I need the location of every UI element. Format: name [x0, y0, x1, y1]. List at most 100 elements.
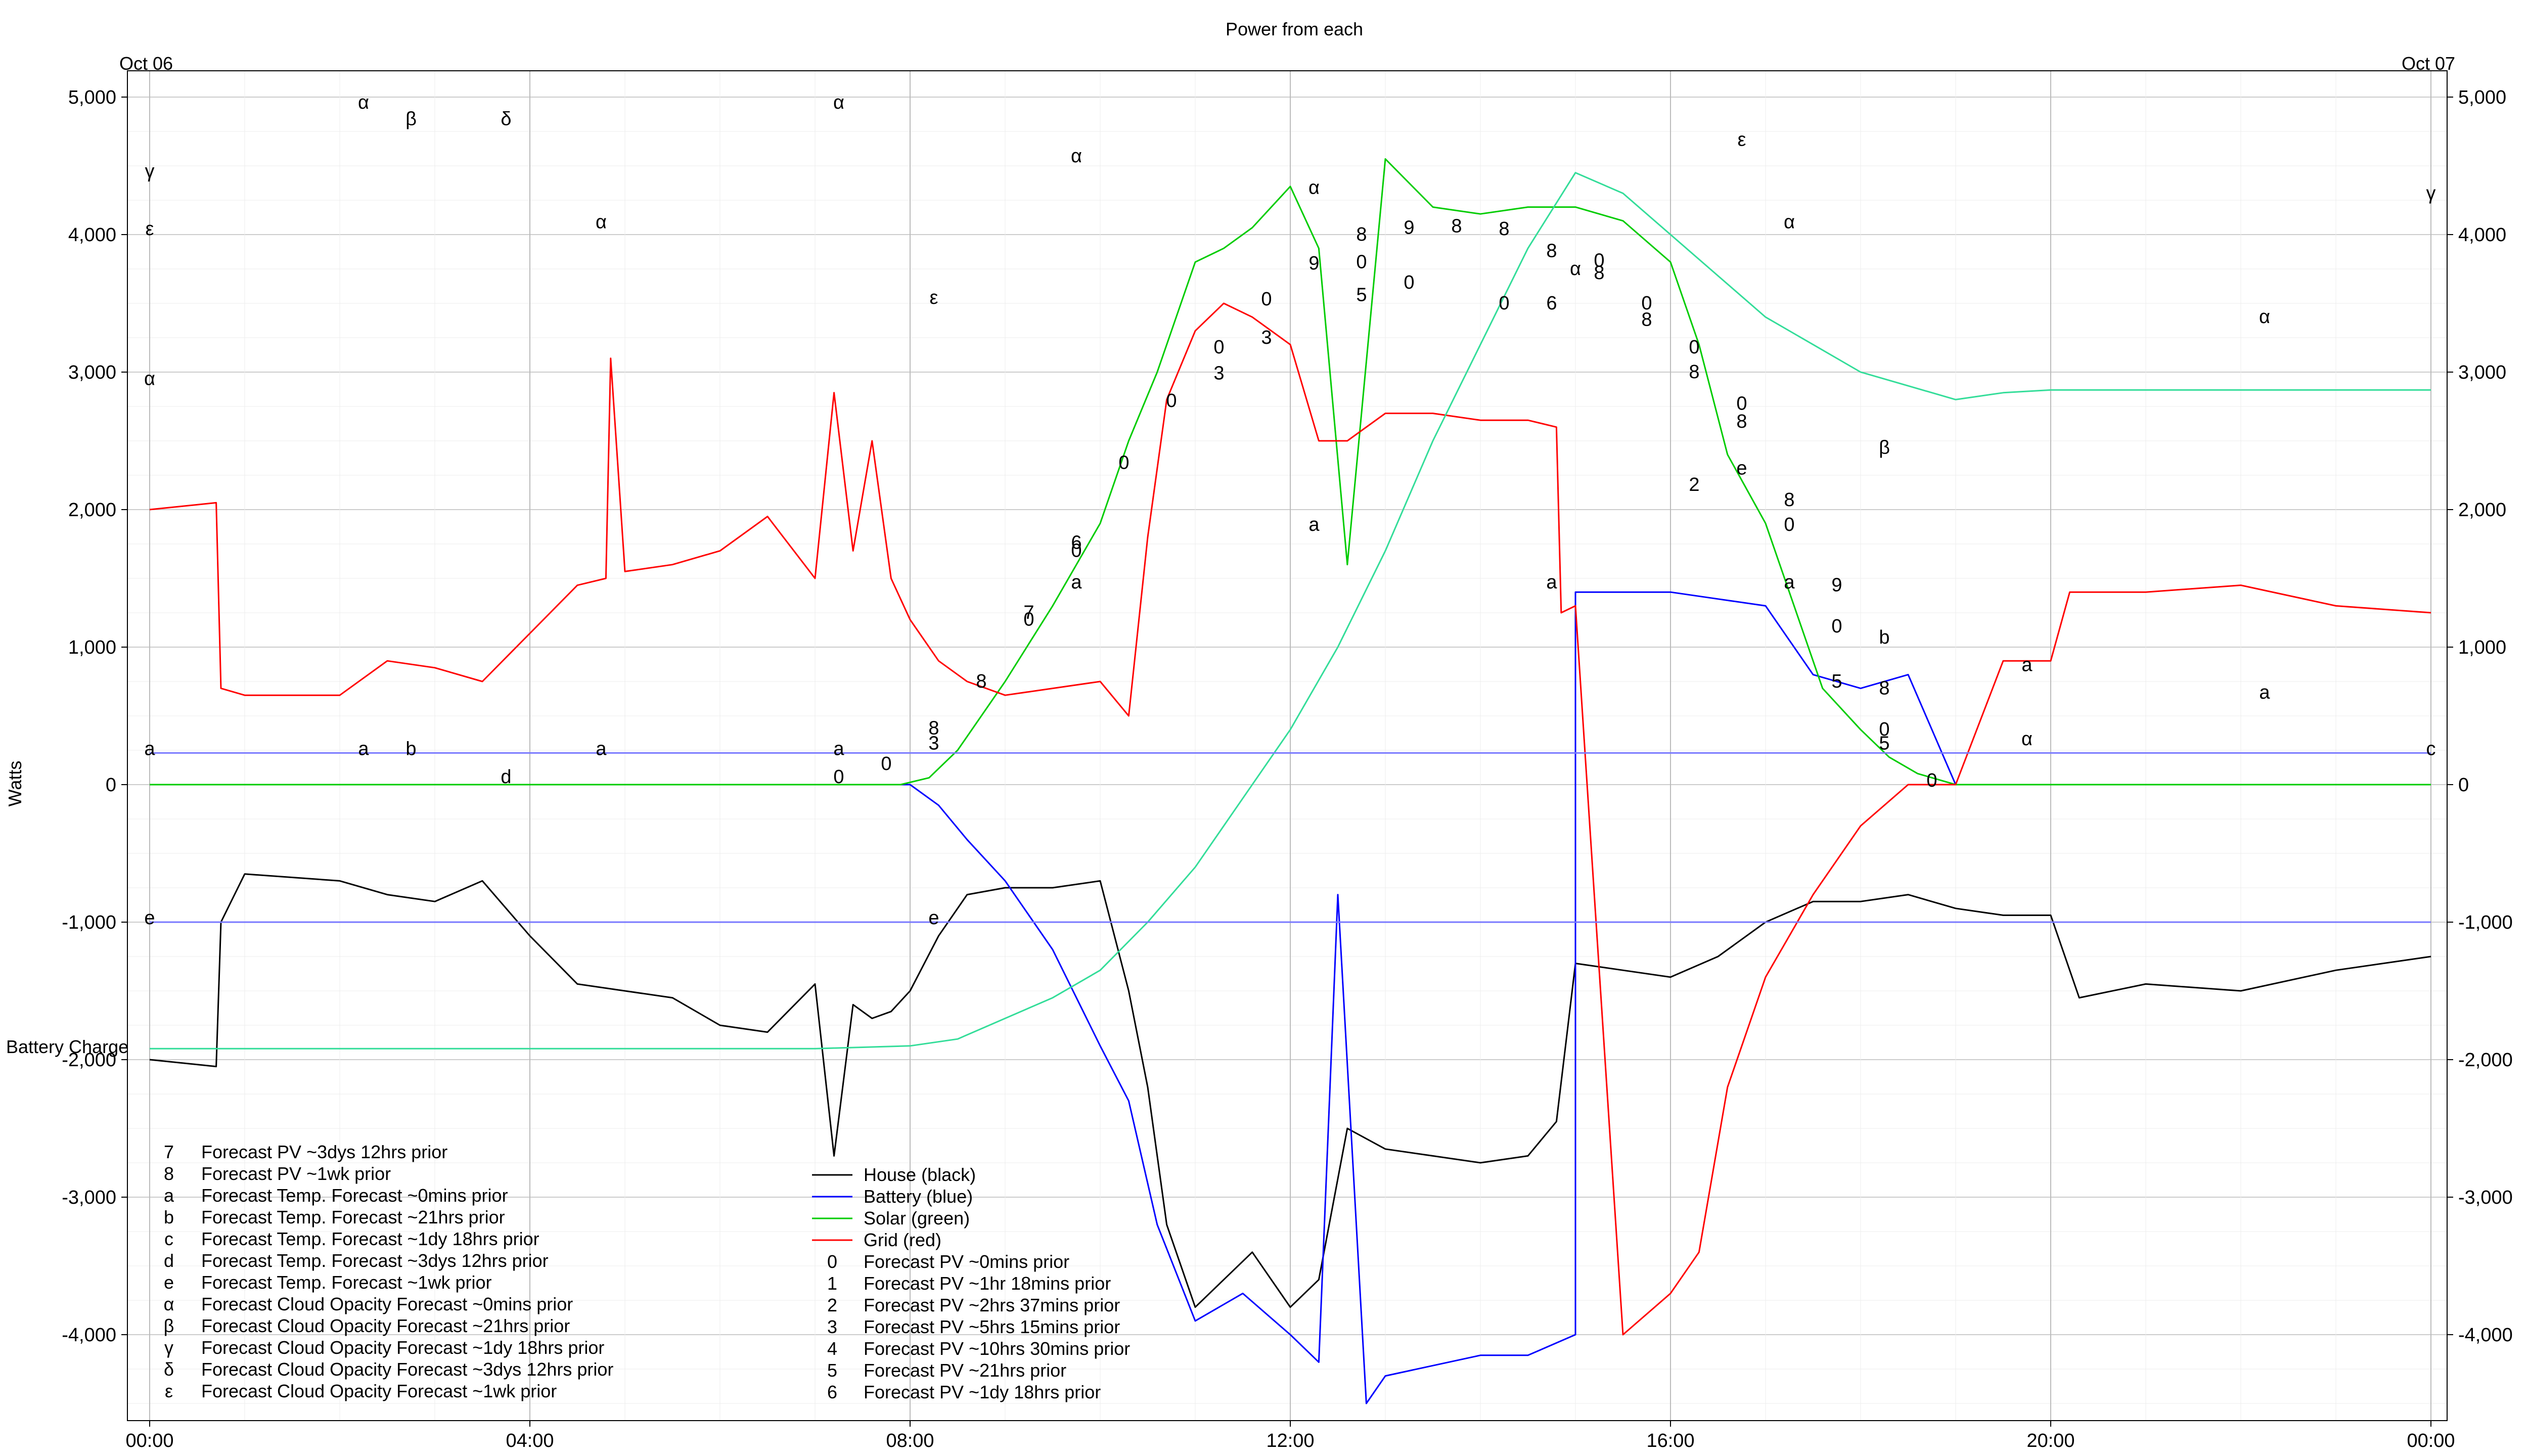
forecast-marker: 9 — [1308, 253, 1319, 274]
series-line-house — [149, 873, 2431, 1308]
forecast-marker: 8 — [1356, 224, 1367, 245]
forecast-marker: 0 — [1023, 609, 1034, 630]
legend-left-label: Forecast Cloud Opacity Forecast ~3dys 12… — [201, 1359, 613, 1380]
forecast-marker: 0 — [1641, 293, 1652, 314]
forecast-marker: 8 — [1594, 262, 1604, 284]
forecast-marker: 0 — [1071, 540, 1081, 562]
legend-right-label: Forecast PV ~21hrs prior — [864, 1360, 1066, 1381]
forecast-marker: 8 — [976, 671, 986, 692]
forecast-marker: 0 — [1689, 337, 1699, 358]
forecast-marker: c — [2426, 738, 2436, 759]
forecast-marker: 9 — [1404, 217, 1414, 238]
x-tick-label: 16:00 — [1646, 1430, 1694, 1451]
y-tick-label-right: -1,000 — [2458, 912, 2513, 933]
y-tick-label-right: 1,000 — [2458, 637, 2506, 658]
series-line-battery — [150, 591, 2431, 1404]
forecast-marker: α — [2259, 306, 2270, 328]
forecast-marker: ε — [1738, 129, 1746, 150]
forecast-marker: β — [405, 109, 417, 130]
forecast-marker: α — [596, 212, 607, 233]
legend-right-label: Forecast PV ~1hr 18mins prior — [864, 1273, 1111, 1294]
legend-left-marker: b — [164, 1207, 174, 1227]
legend-right-marker: 3 — [827, 1316, 837, 1337]
battery-charge-label: Battery Charge — [6, 1036, 128, 1057]
legend-left-marker: ε — [165, 1381, 173, 1401]
legend-right-marker: 0 — [827, 1251, 837, 1272]
y-axis-label-left: Watts — [5, 761, 25, 807]
legend-right-label: Forecast PV ~5hrs 15mins prior — [864, 1316, 1120, 1337]
y-tick-label-left: 4,000 — [68, 224, 116, 246]
forecast-marker: 3 — [1213, 363, 1224, 384]
forecast-marker: b — [405, 738, 416, 759]
y-tick-label-left: 1,000 — [68, 637, 116, 658]
legend-left-marker: a — [164, 1185, 174, 1206]
forecast-marker: 8 — [1879, 678, 1889, 699]
forecast-marker: 8 — [1784, 489, 1794, 511]
legend-right-label: Forecast PV ~0mins prior — [864, 1251, 1069, 1272]
forecast-marker: α — [833, 92, 844, 113]
forecast-marker: 6 — [1071, 532, 1081, 553]
forecast-marker: 5 — [1831, 671, 1842, 692]
y-tick-label-right: -4,000 — [2458, 1325, 2513, 1346]
forecast-marker: α — [2021, 729, 2033, 750]
start-date-label: Oct 06 — [119, 53, 173, 74]
legend-right-marker: 1 — [827, 1273, 837, 1294]
forecast-marker: α — [144, 369, 155, 390]
legend-left-label: Forecast Temp. Forecast ~1wk prior — [201, 1272, 492, 1293]
legend-left-label: Forecast Temp. Forecast ~3dys 12hrs prio… — [201, 1250, 549, 1271]
x-tick-label: 00:00 — [125, 1430, 173, 1451]
series-lines — [149, 158, 2431, 1404]
y-tick-label-left: -1,000 — [62, 912, 116, 933]
forecast-marker: 0 — [1213, 337, 1224, 358]
legend-left-label: Forecast Cloud Opacity Forecast ~0mins p… — [201, 1294, 573, 1314]
y-tick-label-left: -3,000 — [62, 1187, 116, 1208]
y-tick-label-right: 0 — [2458, 775, 2469, 796]
legend-right-marker: 6 — [827, 1382, 837, 1402]
x-tick-label: 12:00 — [1266, 1430, 1314, 1451]
forecast-marker: 0 — [1784, 514, 1794, 535]
legend-left-marker: 7 — [164, 1142, 174, 1162]
forecast-marker: 7 — [1023, 602, 1034, 623]
forecast-marker: α — [1071, 146, 1082, 167]
forecast-marker: b — [1879, 627, 1889, 648]
legend-right-marker: 4 — [827, 1338, 837, 1359]
legend-right-label: Forecast PV ~1dy 18hrs prior — [864, 1382, 1101, 1402]
y-tick-label-left: 3,000 — [68, 362, 116, 383]
forecast-marker: 0 — [881, 753, 891, 775]
series-line-grid — [149, 302, 2431, 1336]
legend-left-label: Forecast Cloud Opacity Forecast ~1dy 18h… — [201, 1337, 604, 1358]
legend-right-marker: 5 — [827, 1360, 837, 1381]
forecast-marker: δ — [501, 109, 511, 130]
forecast-marker: 0 — [1499, 293, 1509, 314]
y-tick-label-left: 5,000 — [68, 87, 116, 108]
forecast-marker: 8 — [1736, 411, 1747, 432]
forecast-marker: γ — [145, 161, 155, 182]
legend-right-label: Solar (green) — [864, 1208, 970, 1228]
forecast-marker: β — [1879, 437, 1890, 459]
y-tick-label-right: 5,000 — [2458, 87, 2506, 108]
forecast-marker: 2 — [1689, 474, 1699, 495]
legend-right-label: Forecast PV ~10hrs 30mins prior — [864, 1338, 1130, 1359]
forecast-marker: a — [1546, 572, 1557, 593]
forecast-marker: a — [144, 738, 155, 759]
forecast-marker: 0 — [1166, 390, 1177, 412]
legend-left-marker: α — [164, 1294, 174, 1314]
legend-right-label: Grid (red) — [864, 1230, 941, 1250]
forecast-marker: α — [1308, 177, 1320, 199]
y-tick-label-left: 2,000 — [68, 499, 116, 521]
forecast-marker: a — [2259, 682, 2270, 703]
forecast-marker: 0 — [1831, 616, 1842, 637]
forecast-marker: 8 — [928, 717, 939, 739]
forecast-marker: a — [1784, 572, 1795, 593]
legend-left-label: Forecast Cloud Opacity Forecast ~21hrs p… — [201, 1315, 570, 1336]
forecast-marker: e — [1736, 458, 1747, 479]
forecast-marker: α — [1784, 212, 1795, 233]
x-tick-label: 08:00 — [886, 1430, 934, 1451]
y-tick-label-right: 2,000 — [2458, 499, 2506, 521]
y-tick-label-right: -2,000 — [2458, 1050, 2513, 1071]
legend-left-label: Forecast Temp. Forecast ~21hrs prior — [201, 1207, 505, 1227]
forecast-marker: α — [358, 92, 369, 113]
legend-right-label: Battery (blue) — [864, 1186, 973, 1207]
